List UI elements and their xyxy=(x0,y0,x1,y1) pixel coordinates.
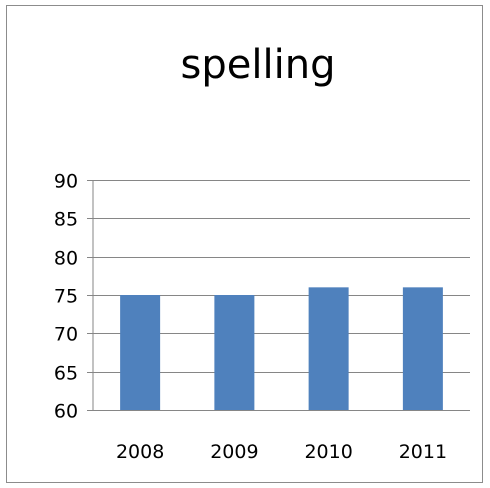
y-tick-label: 75 xyxy=(54,286,78,308)
y-tick-labels: 90 85 80 75 70 65 60 xyxy=(54,171,78,423)
x-tick-label: 2009 xyxy=(210,441,258,463)
x-tick-label: 2010 xyxy=(304,441,352,463)
bar-2009 xyxy=(214,295,255,410)
bar-2008 xyxy=(120,295,161,410)
y-tick-label: 65 xyxy=(54,363,78,385)
y-tick-label: 60 xyxy=(54,401,78,423)
y-tick-label: 70 xyxy=(54,324,78,346)
bars xyxy=(120,287,443,410)
bar-2011 xyxy=(402,287,443,410)
bar-2010 xyxy=(308,287,349,410)
y-tick-label: 90 xyxy=(54,171,78,193)
x-tick-label: 2008 xyxy=(116,441,164,463)
chart-title: spelling xyxy=(181,42,336,88)
x-tick-labels: 2008 2009 2010 2011 xyxy=(116,441,447,463)
x-tick-label: 2011 xyxy=(399,441,447,463)
y-tick-label: 85 xyxy=(54,209,78,231)
y-tick-label: 80 xyxy=(54,248,78,270)
